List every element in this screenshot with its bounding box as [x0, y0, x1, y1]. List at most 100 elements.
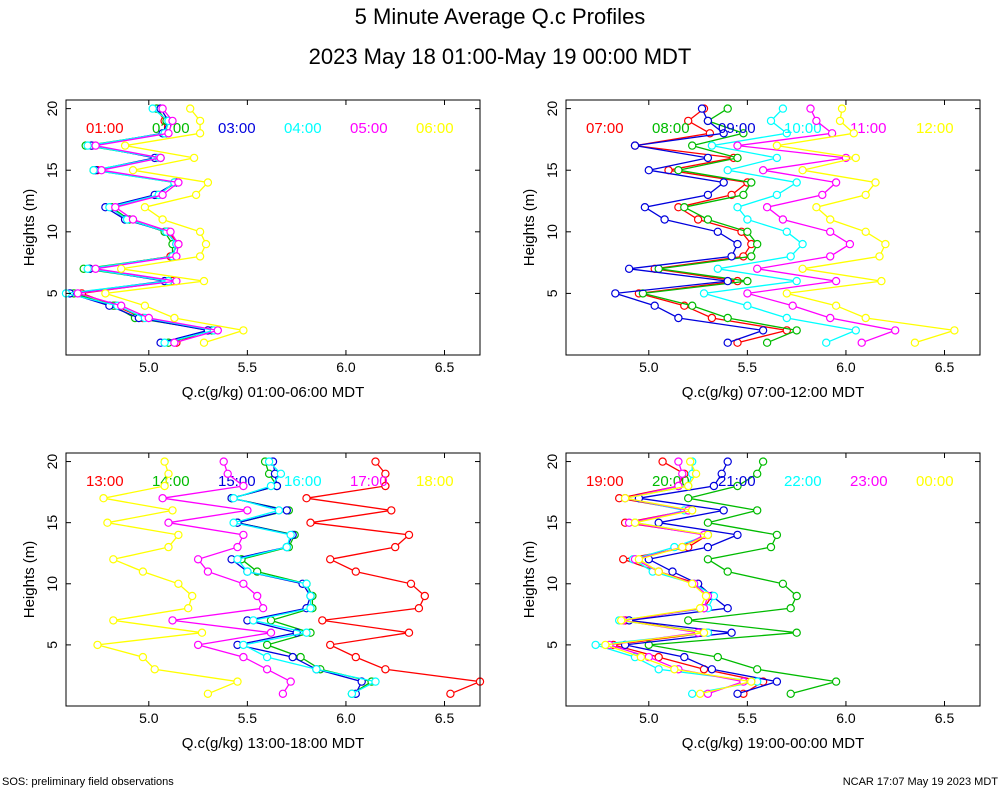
- y-tick-label: 15: [544, 162, 560, 178]
- data-point: [144, 313, 153, 323]
- data-point: [391, 542, 400, 552]
- data-point: [723, 104, 732, 113]
- data-point: [183, 604, 193, 613]
- y-tick-label: 15: [44, 162, 60, 178]
- data-point: [723, 338, 732, 347]
- plot-frame: [65, 99, 481, 356]
- data-point: [723, 276, 732, 286]
- data-point: [630, 518, 640, 527]
- data-point: [688, 689, 697, 699]
- series-line-0400: [65, 108, 215, 344]
- data-point: [654, 264, 663, 273]
- data-point: [264, 457, 274, 466]
- data-point: [723, 165, 732, 175]
- y-tick-label: 5: [544, 641, 560, 649]
- data-point: [691, 469, 701, 478]
- data-point: [688, 579, 697, 589]
- data-point: [678, 542, 687, 552]
- chart-title: 5 Minute Average Q.c Profiles: [354, 4, 646, 29]
- data-point: [699, 628, 709, 637]
- data-point: [286, 530, 295, 540]
- series-line-1100: [737, 108, 898, 344]
- data-point: [91, 141, 100, 150]
- data-point: [239, 530, 248, 540]
- data-point: [727, 252, 736, 261]
- data-point: [381, 469, 390, 478]
- data-point: [703, 190, 713, 200]
- y-tick-label: 20: [544, 454, 560, 470]
- data-point: [743, 289, 752, 298]
- data-point: [611, 289, 620, 298]
- data-point: [733, 141, 742, 150]
- data-point: [371, 457, 380, 466]
- series-line-1600: [231, 461, 378, 695]
- data-point: [116, 264, 126, 273]
- series-line-0000: [605, 461, 752, 695]
- data-point: [739, 190, 748, 200]
- data-point: [282, 506, 291, 515]
- data-point: [747, 252, 756, 261]
- data-point: [782, 313, 792, 323]
- data-point: [806, 104, 815, 113]
- data-point: [798, 239, 807, 249]
- data-point: [703, 153, 713, 163]
- data-point: [772, 153, 782, 163]
- x-tick-label: 6.5: [435, 710, 455, 726]
- x-tick-label: 6.5: [935, 359, 955, 375]
- data-point: [150, 665, 159, 674]
- data-point: [168, 616, 177, 625]
- data-point: [164, 469, 173, 478]
- data-point: [739, 252, 748, 261]
- footer-right-note: NCAR 17:07 May 19 2023 MDT: [842, 776, 998, 788]
- legend-label: 04:00: [284, 120, 322, 137]
- data-point: [753, 469, 762, 478]
- data-point: [703, 555, 713, 564]
- data-point: [758, 165, 768, 175]
- data-point: [243, 567, 252, 576]
- data-point: [743, 215, 752, 224]
- data-point: [138, 567, 148, 576]
- data-point: [89, 165, 98, 175]
- data-point: [160, 481, 169, 491]
- data-point: [837, 104, 847, 113]
- data-point: [831, 178, 841, 187]
- y-axis-label: Heights (m): [521, 189, 538, 267]
- y-tick-label: 5: [544, 289, 560, 297]
- data-point: [274, 506, 284, 515]
- data-point: [83, 264, 92, 273]
- data-point: [786, 689, 795, 699]
- data-point: [189, 153, 199, 163]
- data-point: [733, 689, 742, 699]
- data-point: [782, 129, 792, 138]
- footer-left-note: SOS: preliminary field observations: [2, 776, 174, 788]
- data-point: [697, 104, 707, 113]
- data-point: [782, 289, 792, 298]
- data-point: [693, 215, 703, 224]
- data-point: [170, 338, 179, 347]
- y-axis-label: Heights (m): [521, 541, 538, 619]
- data-point: [282, 542, 291, 552]
- data-point: [187, 591, 197, 601]
- x-tick-label: 6.0: [336, 359, 356, 375]
- data-point: [688, 141, 697, 150]
- data-point: [619, 555, 628, 564]
- data-point: [684, 494, 693, 503]
- data-point: [160, 338, 169, 347]
- legend-label: 06:00: [416, 120, 454, 137]
- y-tick-label: 10: [544, 224, 560, 240]
- data-point: [168, 116, 177, 126]
- plot-frame: [565, 452, 981, 707]
- data-point: [103, 518, 112, 527]
- x-tick-label: 5.0: [139, 359, 159, 375]
- data-point: [148, 104, 157, 113]
- y-tick-label: 20: [44, 101, 60, 117]
- data-point: [164, 542, 173, 552]
- series-line-0600: [105, 108, 244, 344]
- data-point: [723, 604, 732, 613]
- data-point: [845, 239, 855, 249]
- data-point: [857, 338, 866, 347]
- data-point: [739, 129, 748, 138]
- legend-label: 00:00: [916, 473, 954, 490]
- data-point: [168, 506, 177, 515]
- data-point: [674, 457, 683, 466]
